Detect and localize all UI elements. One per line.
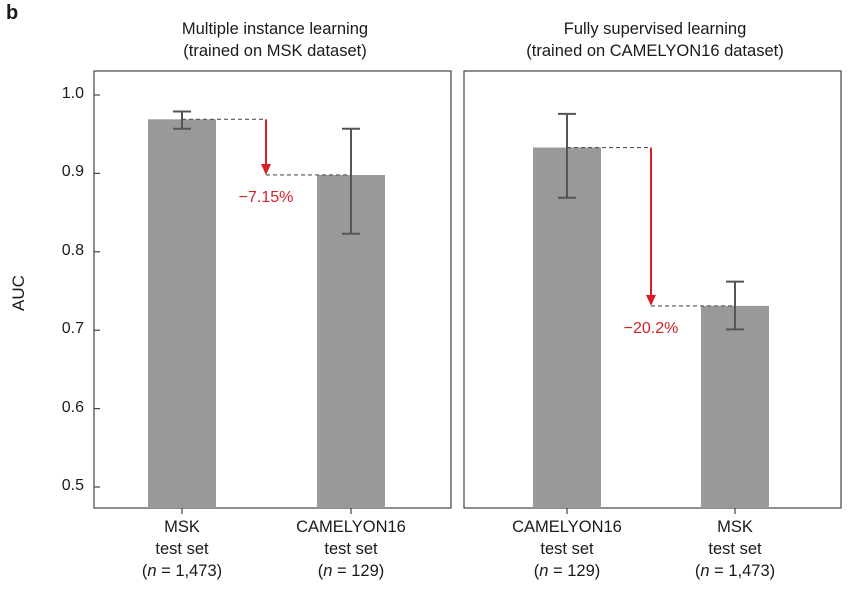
y-tick-label: 0.6 bbox=[61, 398, 84, 416]
y-tick-label: 0.5 bbox=[61, 477, 84, 494]
x-tick-label-line: test set bbox=[324, 540, 378, 558]
y-tick-label: 1.0 bbox=[61, 85, 84, 102]
bar bbox=[148, 119, 216, 508]
left-chart-title: Multiple instance learning (trained on M… bbox=[120, 18, 430, 62]
x-tick-label-line: test set bbox=[155, 540, 209, 558]
y-tick-label: 0.9 bbox=[61, 163, 84, 181]
right-chart-title: Fully supervised learning (trained on CA… bbox=[490, 18, 820, 62]
x-tick-label: CAMELYON16 test set (n = 129) bbox=[487, 516, 647, 582]
y-tick-label: 0.8 bbox=[61, 241, 84, 259]
panel-label: b bbox=[6, 2, 19, 24]
x-tick-label-line: MSK bbox=[164, 518, 200, 536]
x-tick-label-line: MSK bbox=[717, 518, 753, 536]
x-tick-label-line: (n = 129) bbox=[533, 562, 601, 580]
right-title-line-1: Fully supervised learning bbox=[563, 20, 747, 38]
left-panel-frame bbox=[93, 70, 452, 509]
left-title-line-2: (trained on MSK dataset) bbox=[183, 42, 367, 60]
x-tick-label-line: CAMELYON16 bbox=[296, 518, 406, 536]
x-tick-label-line: test set bbox=[708, 540, 762, 558]
drop-percentage-label: −7.15% bbox=[239, 189, 294, 206]
bar bbox=[701, 305, 769, 508]
x-tick-label-line: (n = 1,473) bbox=[694, 562, 776, 580]
x-tick-label-line: (n = 129) bbox=[317, 562, 385, 580]
x-tick-label: CAMELYON16 test set (n = 129) bbox=[271, 516, 431, 582]
x-tick-label-line: CAMELYON16 bbox=[512, 518, 622, 536]
left-title-line-1: Multiple instance learning bbox=[181, 20, 369, 38]
y-tick-label: 0.7 bbox=[61, 320, 84, 338]
x-tick-label: MSK test set (n = 1,473) bbox=[655, 516, 815, 582]
drop-arrow-head bbox=[261, 163, 271, 175]
drop-percentage-label: −20.2% bbox=[624, 320, 679, 337]
x-tick-label-line: test set bbox=[540, 540, 594, 558]
bar bbox=[533, 147, 601, 508]
x-tick-label: MSK test set (n = 1,473) bbox=[102, 516, 262, 582]
right-panel-frame bbox=[463, 70, 842, 509]
right-title-line-2: (trained on CAMELYON16 dataset) bbox=[526, 42, 784, 60]
drop-arrow-head bbox=[646, 294, 656, 306]
x-tick-label-line: (n = 1,473) bbox=[141, 562, 223, 580]
